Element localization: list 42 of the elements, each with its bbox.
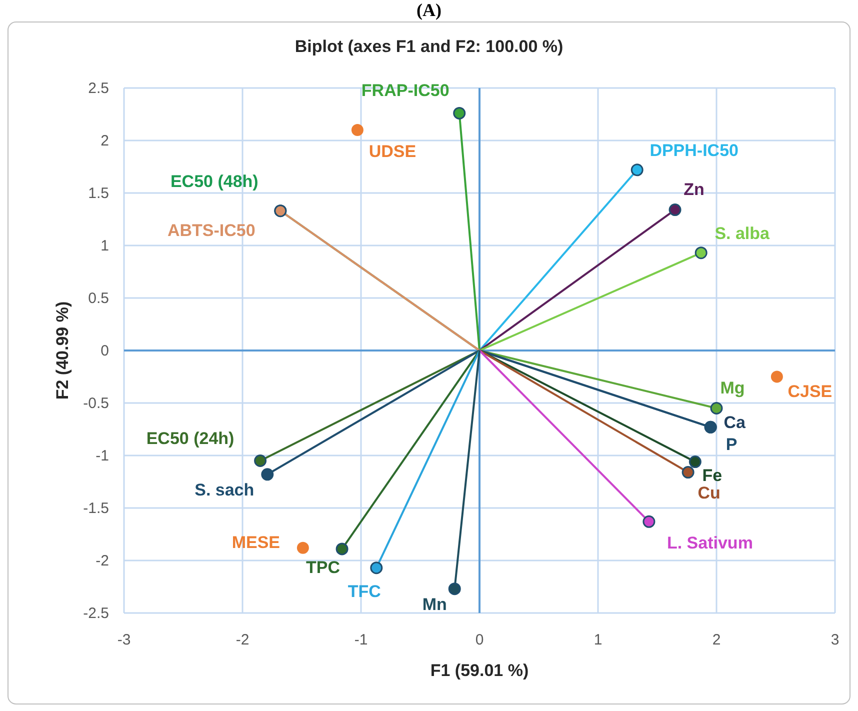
x-tick-label: 3 [830, 632, 840, 649]
series-label: Fe [702, 466, 722, 485]
y-tick-label: -1 [96, 447, 109, 464]
y-tick-label: 0 [100, 342, 109, 360]
series-label: TPC [306, 558, 340, 577]
series-label: UDSE [368, 142, 416, 161]
series-label: TFC [348, 582, 381, 601]
x-tick-label: -3 [117, 632, 131, 649]
series-label: CJSE [788, 382, 832, 401]
series-label: S. alba [714, 224, 770, 243]
x-tick-label: 1 [594, 632, 602, 649]
y-tick-label: 1.5 [88, 184, 109, 202]
series-label: EC50 (48h) [170, 172, 258, 191]
series-label: EC50 (24h) [146, 428, 234, 448]
y-axis-title: F2 (40.99 %) [53, 301, 72, 400]
series-label: ABTS-IC50 [167, 220, 256, 240]
y-tick-label: 0.5 [88, 290, 109, 307]
y-tick-label: -0.5 [83, 394, 109, 412]
series-label: Zn [684, 180, 704, 199]
series-label: Cu [698, 483, 720, 502]
series-label: L. Sativum [666, 534, 753, 553]
x-tick-label: 0 [475, 632, 484, 649]
series-label: S. sach [194, 480, 254, 500]
x-tick-label: -2 [236, 632, 250, 649]
x-tick-label: -1 [354, 632, 368, 649]
y-tick-label: 2 [100, 132, 109, 150]
y-tick-label: -2.5 [83, 604, 109, 622]
series-label: DPPH-IC50 [650, 140, 739, 160]
x-axis-title: F1 (59.01 %) [430, 661, 529, 680]
y-tick-label: 1 [100, 237, 109, 254]
y-tick-label: -1.5 [83, 500, 109, 517]
y-tick-label: -2 [96, 552, 109, 570]
y-tick-label: 2.5 [88, 80, 109, 97]
series-label: Mn [422, 594, 447, 614]
series-label: P [726, 435, 738, 454]
series-label: Mg [720, 378, 745, 398]
text: (A) [416, 0, 442, 20]
x-tick-label: 2 [712, 632, 721, 649]
chart-title: Biplot (axes F1 and F2: 100.00 %) [294, 37, 564, 56]
series-label: FRAP-IC50 [361, 81, 450, 100]
series-label: Ca [724, 413, 746, 432]
series-label: MESE [232, 532, 280, 552]
